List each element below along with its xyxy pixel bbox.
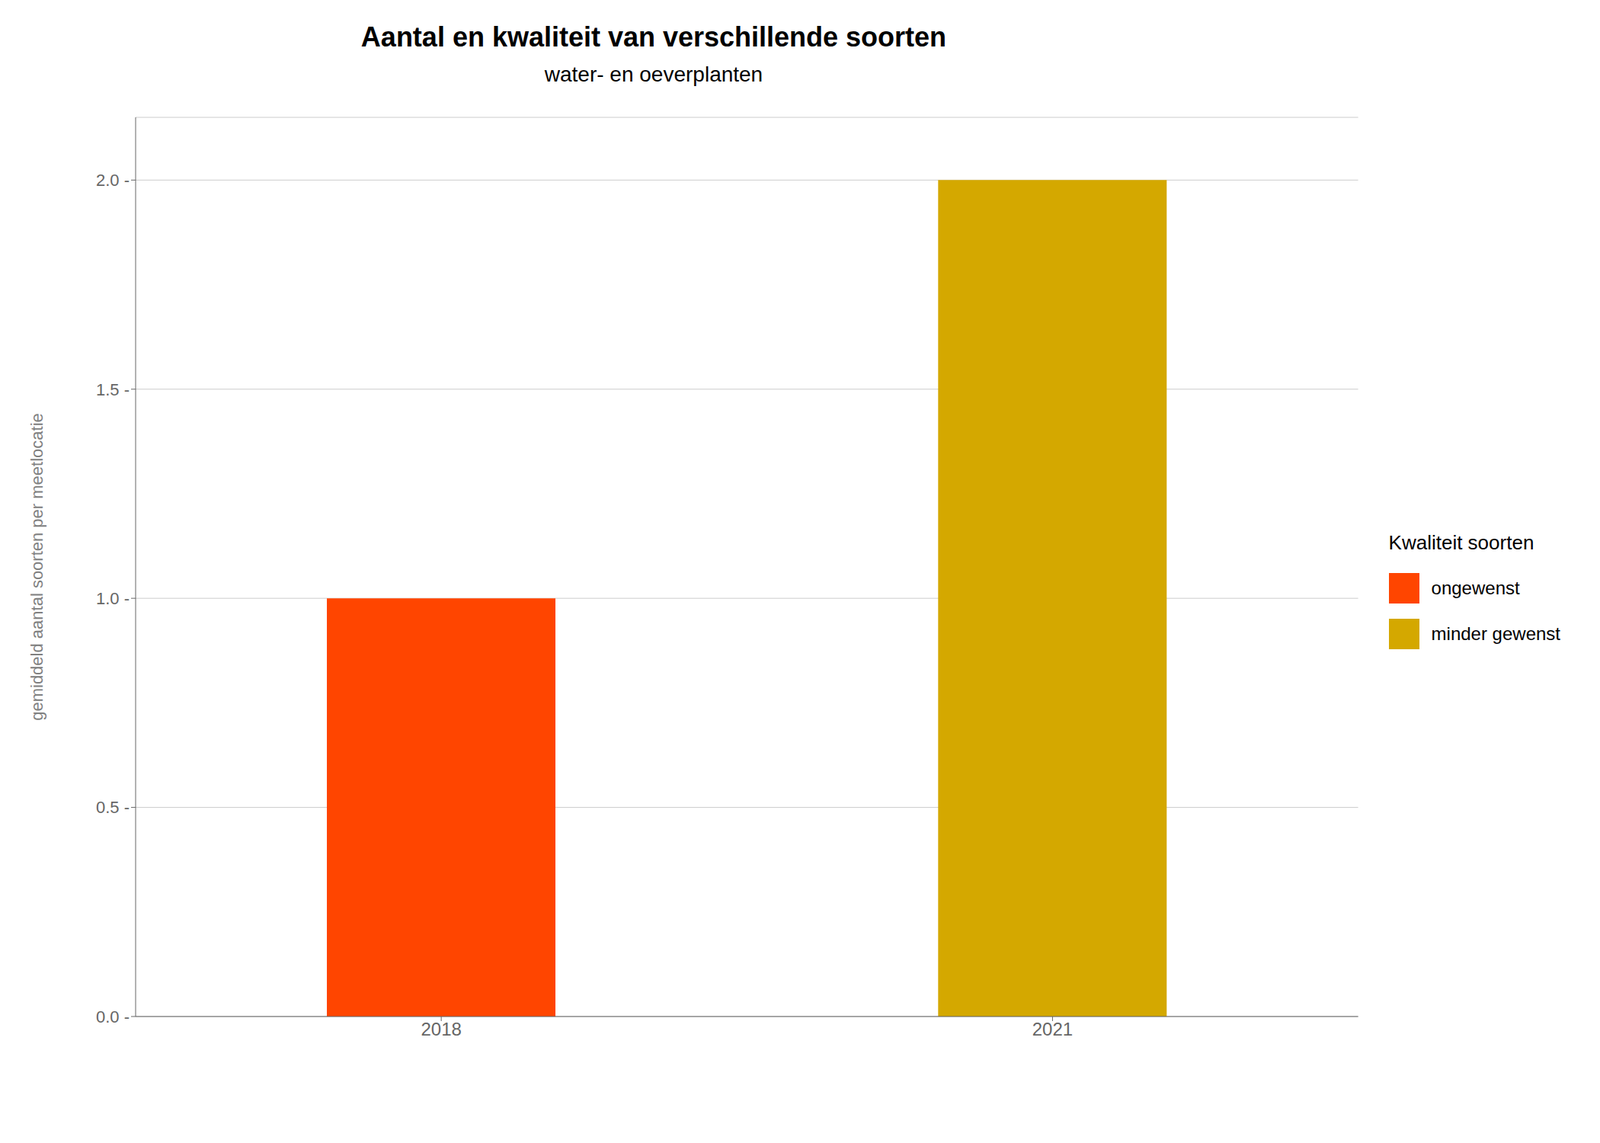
html-text:Kwaliteit soorten: Kwaliteit soorten: [1388, 530, 1534, 554]
html-text:water- en oeverplanten: water- en oeverplanten: [544, 62, 763, 87]
svg-text:0.5 -: 0.5 -: [96, 797, 130, 817]
svg-text:2021: 2021: [1032, 1018, 1073, 1040]
svg-text:2.0 -: 2.0 -: [96, 170, 130, 190]
svg-text:gemiddeld aantal soorten per m: gemiddeld aantal soorten per meetlocatie: [27, 412, 47, 721]
svg-text:0.0 -: 0.0 -: [96, 1007, 130, 1027]
svg-text:1.5 -: 1.5 -: [96, 380, 130, 400]
html-text:Aantal en kwaliteit van versch: Aantal en kwaliteit van verschillende so…: [361, 21, 947, 53]
svg-text:2018: 2018: [420, 1018, 461, 1040]
html-text:ongewenst: ongewenst: [1431, 577, 1520, 598]
html-text:minder gewenst: minder gewenst: [1431, 622, 1561, 644]
svg-text:1.0 -: 1.0 -: [96, 588, 130, 608]
